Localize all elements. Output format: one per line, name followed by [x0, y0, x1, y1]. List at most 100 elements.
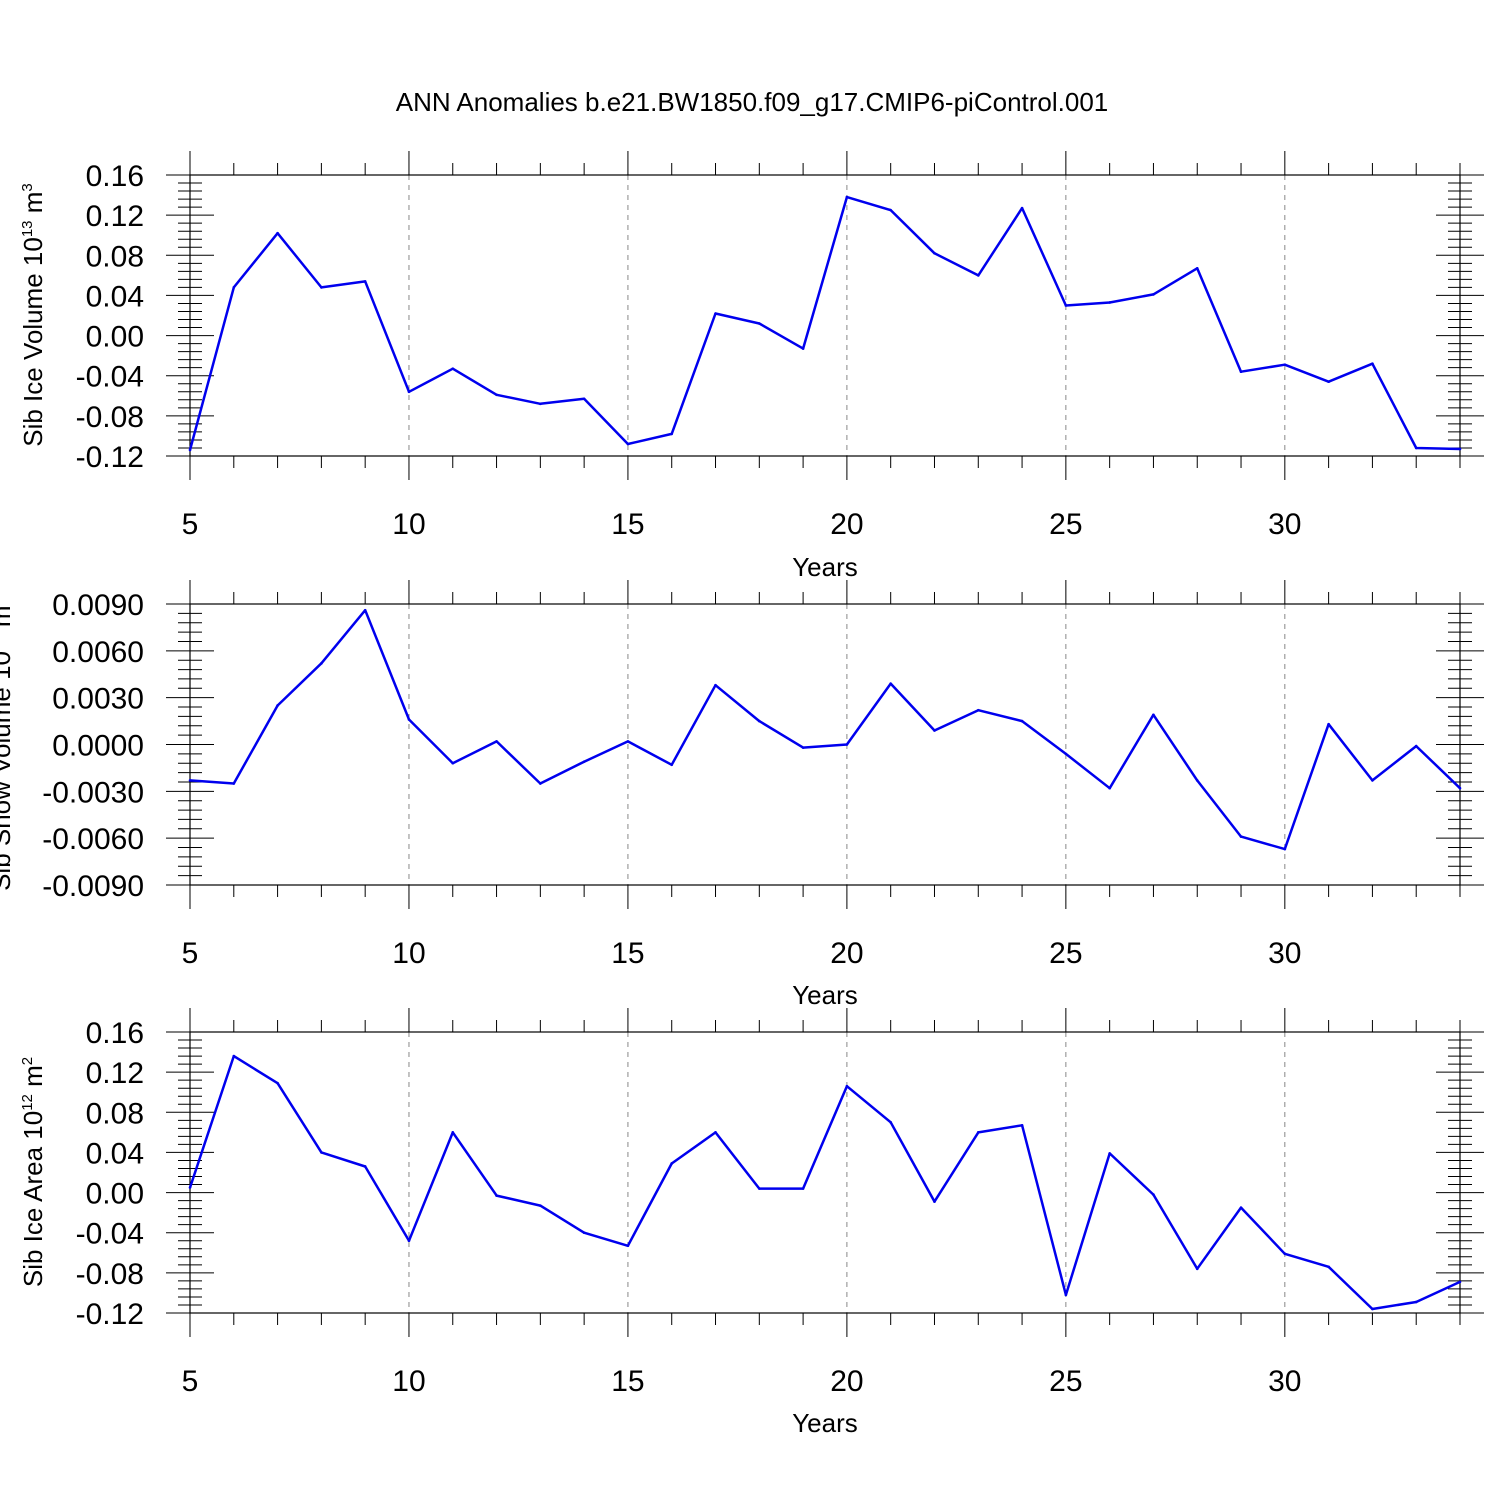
data-point — [1327, 1265, 1330, 1269]
data-point — [626, 740, 630, 743]
data-point — [320, 1151, 323, 1154]
data-point — [1458, 1280, 1462, 1284]
data-point — [845, 1084, 849, 1088]
data-point — [1283, 847, 1287, 851]
data-point — [1239, 370, 1243, 374]
xlabel-ice-volume: Years — [792, 552, 858, 582]
data-point — [1371, 1307, 1374, 1311]
data-point — [976, 1131, 980, 1134]
data-point — [670, 1162, 674, 1165]
ylabel-unit: m — [0, 605, 16, 634]
data-point — [451, 761, 455, 765]
data-point — [1195, 779, 1199, 782]
ylabel-ice-volume: Sib Ice Volume 1013 m3 — [18, 183, 48, 447]
panel-snow-volume: Sib Snow Volume 1013 m3 Years 5 10 15 20 25 3… — [0, 580, 1484, 1010]
data-point — [714, 683, 717, 687]
data-point — [276, 704, 279, 707]
data-point — [758, 719, 761, 723]
data-point — [1239, 1206, 1243, 1209]
ylabel-unit-exp: 2 — [19, 1057, 36, 1065]
data-point — [933, 251, 936, 255]
y-tick-label: -0.12 — [76, 441, 144, 474]
ylabel-exp: 12 — [19, 1094, 36, 1111]
ylabel-unit: m — [18, 192, 48, 221]
y-tick-label: -0.0090 — [42, 870, 144, 903]
ylabel-exp: 13 — [0, 634, 4, 651]
x-tick-label: 5 — [182, 508, 199, 541]
data-point — [188, 1186, 192, 1189]
y-tick-label: 0.0000 — [52, 730, 144, 763]
panel-ice-volume: Sib Ice Volume 1013 m3 Years 5 10 15 20 25 30… — [18, 151, 1484, 582]
y-tick-label: -0.12 — [76, 1298, 144, 1331]
data-point — [363, 608, 367, 612]
data-point — [276, 1081, 279, 1085]
data-point — [1239, 835, 1243, 838]
data-point — [495, 740, 498, 743]
y-tick-label: 0.00 — [86, 321, 144, 354]
data-point — [1108, 786, 1111, 790]
data-point — [889, 1121, 892, 1124]
data-point — [1064, 752, 1068, 756]
data-point — [232, 286, 236, 289]
ylabel-main: Sib Ice Area 10 — [18, 1111, 48, 1287]
y-tick-label: -0.08 — [76, 1258, 144, 1291]
y-tick-label: -0.04 — [76, 1218, 144, 1251]
x-tick-label: 30 — [1268, 937, 1301, 970]
data-point — [758, 322, 761, 325]
y-tick-label: 0.0090 — [52, 589, 144, 622]
y-tick-label: 0.16 — [86, 1017, 144, 1050]
x-tick-label: 25 — [1049, 937, 1082, 970]
data-point — [1020, 206, 1024, 210]
data-point — [1195, 267, 1199, 270]
x-tick-label: 15 — [611, 1365, 644, 1398]
data-point — [670, 763, 674, 767]
y-tick-label: 0.08 — [86, 240, 144, 273]
x-tick-label: 25 — [1049, 1365, 1082, 1398]
data-point — [363, 1165, 367, 1168]
x-tick-label: 30 — [1268, 508, 1301, 541]
data-point — [1371, 362, 1374, 365]
y-tick-label: -0.08 — [76, 401, 144, 434]
data-point — [801, 347, 805, 350]
data-point — [801, 1187, 805, 1190]
data-point — [1108, 1152, 1111, 1155]
data-point — [1414, 1300, 1418, 1304]
x-tick-label: 20 — [830, 508, 863, 541]
data-point — [976, 274, 980, 277]
data-point — [670, 432, 674, 436]
data-point — [933, 1200, 936, 1203]
x-tick-label: 25 — [1049, 508, 1082, 541]
data-point — [1064, 304, 1068, 307]
y-tick-label: -0.0030 — [42, 776, 144, 809]
data-point — [889, 208, 892, 212]
data-point — [1283, 363, 1287, 366]
x-tick-label: 30 — [1268, 1365, 1301, 1398]
y-tick-label: 0.12 — [86, 1057, 144, 1090]
ylabel-unit-exp: 3 — [0, 597, 4, 605]
data-point — [407, 390, 411, 394]
data-point — [539, 1204, 542, 1207]
data-point — [1327, 380, 1330, 384]
data-point — [1458, 786, 1462, 790]
data-point — [1108, 301, 1111, 304]
data-point — [714, 312, 717, 315]
series-line — [188, 195, 1461, 451]
y-tick-label: 0.00 — [86, 1178, 144, 1211]
data-point — [363, 280, 367, 283]
data-point — [1152, 293, 1155, 296]
data-point — [1020, 719, 1024, 723]
y-tick-label: -0.0060 — [42, 823, 144, 856]
data-point — [1064, 1293, 1068, 1297]
data-point — [539, 782, 542, 785]
data-point — [232, 782, 236, 785]
data-point — [1152, 713, 1155, 717]
series-line — [188, 1054, 1461, 1311]
data-point — [1327, 722, 1330, 726]
ylabel-main: Sib Snow Volume 10 — [0, 651, 16, 891]
data-point — [758, 1187, 761, 1190]
x-tick-label: 10 — [392, 508, 425, 541]
y-tick-label: 0.04 — [86, 280, 144, 313]
data-point — [407, 718, 411, 721]
y-tick-label: 0.16 — [86, 160, 144, 193]
